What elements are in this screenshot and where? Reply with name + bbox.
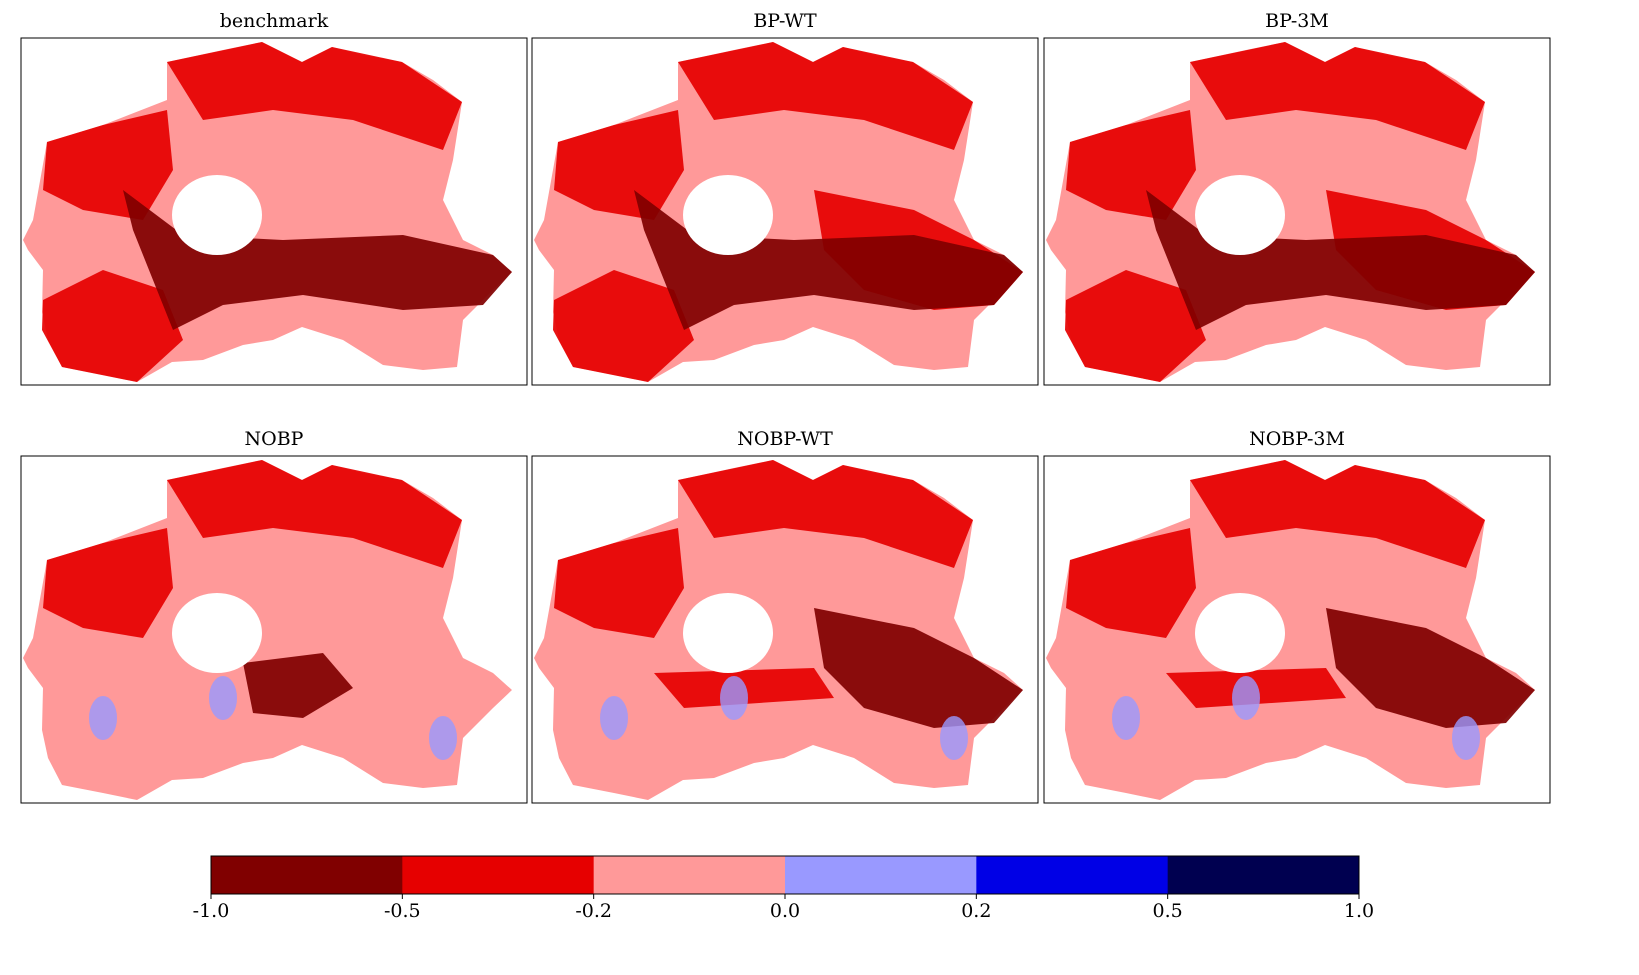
map-patch [43,528,173,638]
colorbar-tick-label: 0.5 [1153,900,1183,922]
map-hole [1195,593,1285,673]
panel-frame [20,37,528,386]
map-hole [683,593,773,673]
map-patch [1146,190,1535,330]
panel-frame [1043,455,1551,804]
map [23,460,512,800]
map-patch [678,460,973,568]
map-patch [1326,608,1535,728]
map-patch [1066,110,1196,220]
map-hole [1195,175,1285,255]
map-patch [720,676,748,720]
map-patch [678,42,973,150]
map-patch [429,716,457,760]
panel-frame [531,455,1039,804]
map-patch [1066,528,1196,638]
map-hole [683,175,773,255]
map-patch [554,528,684,638]
map-patch [1452,716,1480,760]
colorbar-segment [976,856,1169,894]
map-patch [42,270,183,382]
map-patch [1112,696,1140,740]
map-patch [167,460,462,568]
map-patch [167,42,462,150]
colorbar-segment [785,856,977,894]
map-patch [1065,270,1206,382]
map-patch [1190,42,1485,150]
map [23,42,512,382]
panel-title: NOBP-WT [737,428,833,450]
panel-title: NOBP [245,428,304,450]
colorbar-tick-label: -0.2 [575,900,612,922]
map [1046,460,1535,800]
colorbar-segment [402,856,595,894]
panel-title: NOBP-3M [1249,428,1345,450]
map-patch [814,608,1023,728]
panel-title: BP-3M [1265,10,1329,32]
colorbar-segment [593,856,786,894]
map-hole [172,593,262,673]
map-patch [940,716,968,760]
colorbar-tick-label: 0.0 [770,900,800,922]
colorbar-tick-label: -1.0 [193,900,230,922]
panel-title: BP-WT [753,10,817,32]
map-hole [172,175,262,255]
panel-frame [1043,37,1551,386]
colorbar-segment [211,856,403,894]
colorbar-tick-label: 1.0 [1344,900,1374,922]
map-patch [553,270,694,382]
map-patch [209,676,237,720]
panel-title: benchmark [220,10,329,32]
colorbar-tick-label: -0.5 [384,900,421,922]
map [534,42,1023,382]
map-patch [243,653,353,718]
map [1046,42,1535,382]
map-patch [43,110,173,220]
map-patch [554,110,684,220]
colorbar-tick-label: 0.2 [961,900,991,922]
map [534,460,1023,800]
map-patch [123,190,512,330]
map-patch [634,190,1023,330]
panel-frame [20,455,528,804]
map-patch [1190,460,1485,568]
map-patch [89,696,117,740]
map-patch [600,696,628,740]
colorbar-segment [1167,856,1360,894]
map-patch [1232,676,1260,720]
panel-frame [531,37,1039,386]
